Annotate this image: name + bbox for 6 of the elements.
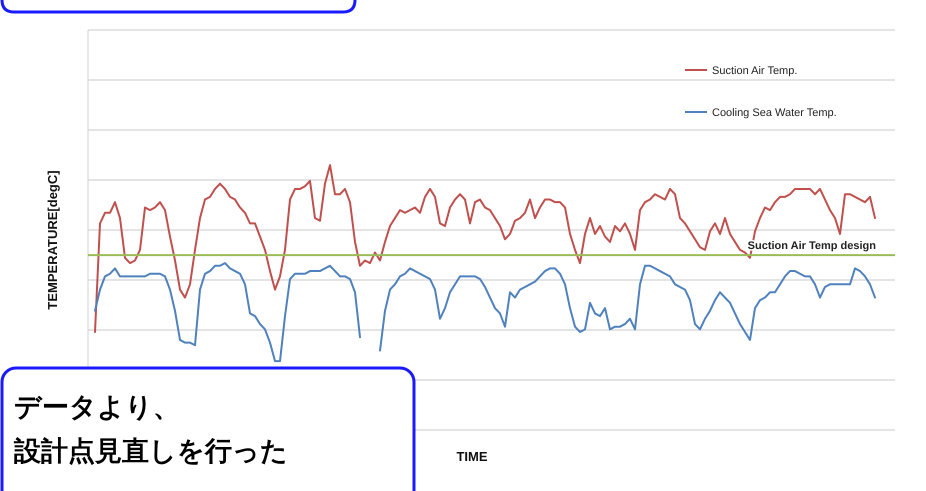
legend-label: Cooling Sea Water Temp.	[712, 107, 837, 119]
text: 設計点見直しを行った	[13, 436, 288, 467]
legend-label: Suction Air Temp.	[712, 65, 798, 77]
y-axis-title: TEMPERATURE[degC]	[45, 170, 60, 310]
x-axis-title: TIME	[456, 449, 488, 464]
annotation: データより、	[14, 392, 180, 423]
